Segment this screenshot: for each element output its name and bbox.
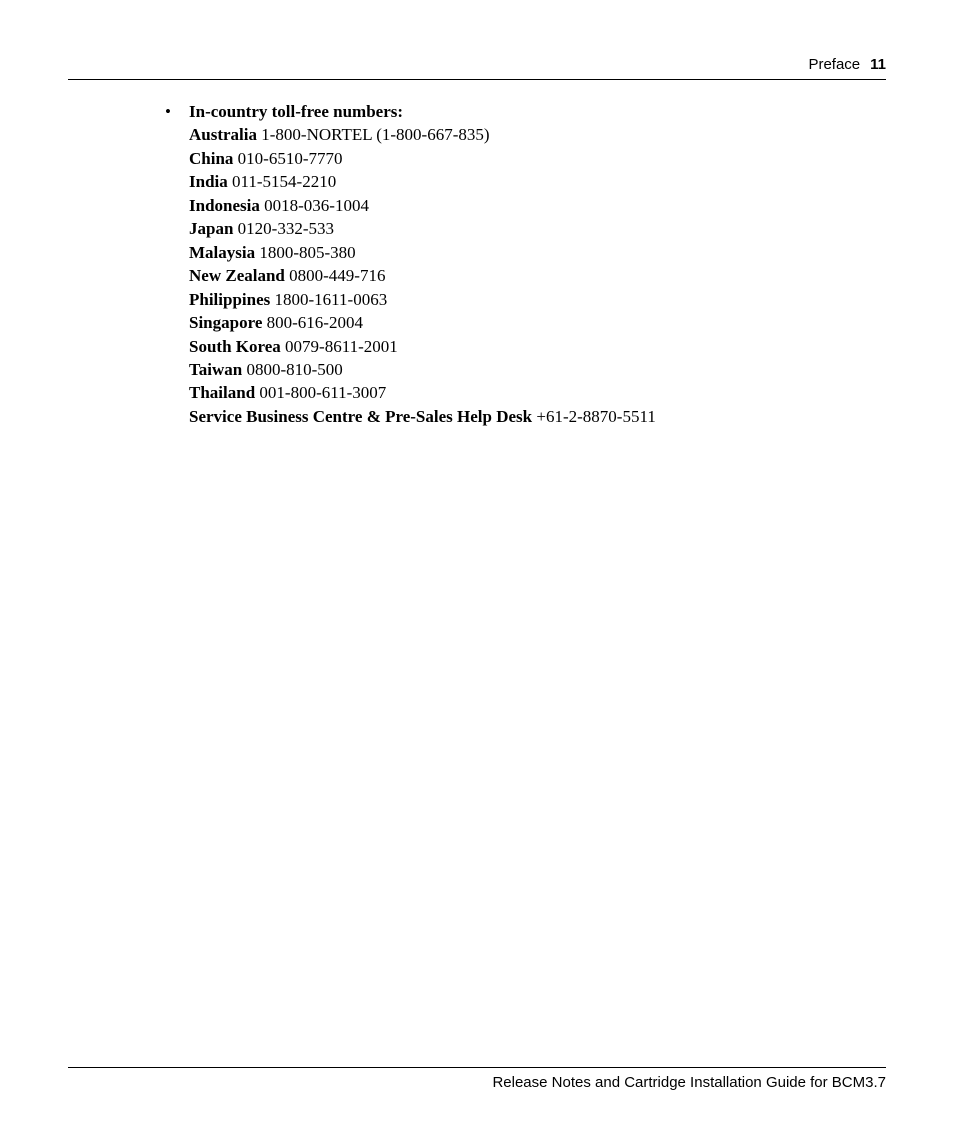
page-footer: Release Notes and Cartridge Installation… xyxy=(68,1067,886,1091)
entry-label: Philippines xyxy=(189,290,270,309)
entry-value: 1-800-NORTEL (1-800-667-835) xyxy=(257,125,490,144)
bullet-item: • In-country toll-free numbers: Australi… xyxy=(165,100,886,428)
entry-label: Service Business Centre & Pre-Sales Help… xyxy=(189,407,532,426)
entry-label: Taiwan xyxy=(189,360,242,379)
entry-value: 0800-449-716 xyxy=(285,266,386,285)
bullet-body: In-country toll-free numbers: Australia … xyxy=(189,100,656,428)
entry-label: Indonesia xyxy=(189,196,260,215)
entry-line: Thailand 001-800-611-3007 xyxy=(189,381,656,404)
entry-line: Taiwan 0800-810-500 xyxy=(189,358,656,381)
entry-label: Singapore xyxy=(189,313,262,332)
entry-line: Service Business Centre & Pre-Sales Help… xyxy=(189,405,656,428)
entry-value: 0120-332-533 xyxy=(233,219,334,238)
entry-value: 0800-810-500 xyxy=(242,360,343,379)
entry-label: India xyxy=(189,172,228,191)
body-content: • In-country toll-free numbers: Australi… xyxy=(68,100,886,428)
entry-value: 011-5154-2210 xyxy=(228,172,336,191)
entry-label: New Zealand xyxy=(189,266,285,285)
section-title: In-country toll-free numbers: xyxy=(189,100,656,123)
entry-line: Singapore 800-616-2004 xyxy=(189,311,656,334)
entries-list: Australia 1-800-NORTEL (1-800-667-835)Ch… xyxy=(189,123,656,428)
footer-text: Release Notes and Cartridge Installation… xyxy=(492,1074,886,1091)
entry-value: 1800-1611-0063 xyxy=(270,290,387,309)
entry-line: Australia 1-800-NORTEL (1-800-667-835) xyxy=(189,123,656,146)
header-page-number: 11 xyxy=(870,56,886,73)
document-page: Preface 11 • In-country toll-free number… xyxy=(0,0,954,428)
entry-value: 010-6510-7770 xyxy=(233,149,342,168)
entry-value: +61-2-8870-5511 xyxy=(532,407,656,426)
entry-label: Japan xyxy=(189,219,233,238)
entry-line: Malaysia 1800-805-380 xyxy=(189,241,656,264)
entry-line: Indonesia 0018-036-1004 xyxy=(189,194,656,217)
entry-value: 1800-805-380 xyxy=(255,243,356,262)
entry-line: New Zealand 0800-449-716 xyxy=(189,264,656,287)
bullet-icon: • xyxy=(165,100,189,428)
entry-line: India 011-5154-2210 xyxy=(189,170,656,193)
entry-line: South Korea 0079-8611-2001 xyxy=(189,335,656,358)
entry-value: 0018-036-1004 xyxy=(260,196,369,215)
entry-label: Thailand xyxy=(189,383,255,402)
entry-value: 0079-8611-2001 xyxy=(281,337,398,356)
entry-line: China 010-6510-7770 xyxy=(189,147,656,170)
entry-value: 001-800-611-3007 xyxy=(255,383,386,402)
header-section-label: Preface xyxy=(808,56,860,73)
entry-line: Philippines 1800-1611-0063 xyxy=(189,288,656,311)
entry-value: 800-616-2004 xyxy=(262,313,363,332)
entry-label: China xyxy=(189,149,233,168)
entry-label: South Korea xyxy=(189,337,281,356)
entry-line: Japan 0120-332-533 xyxy=(189,217,656,240)
entry-label: Malaysia xyxy=(189,243,255,262)
page-header: Preface 11 xyxy=(68,56,886,80)
entry-label: Australia xyxy=(189,125,257,144)
